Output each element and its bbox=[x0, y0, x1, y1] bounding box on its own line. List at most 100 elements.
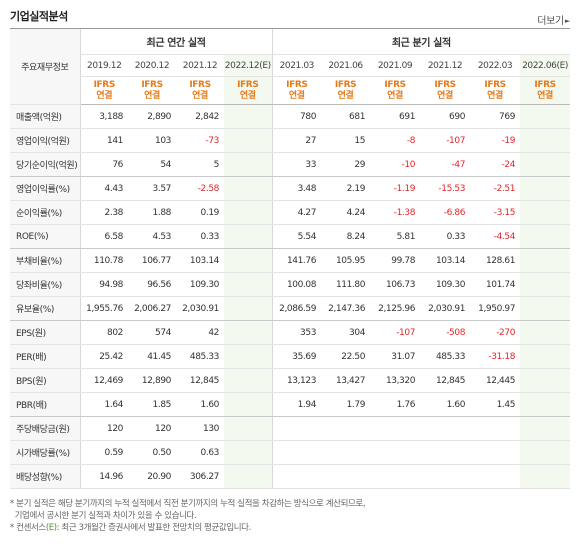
table-cell bbox=[224, 440, 273, 465]
table-cell: 306.27 bbox=[176, 464, 224, 489]
table-cell: -3.15 bbox=[470, 200, 521, 225]
accounting-standard: IFRS 연결 bbox=[370, 76, 421, 105]
standard-bottom: 연결 bbox=[437, 90, 453, 101]
table-cell bbox=[224, 320, 273, 345]
table-cell: 304 bbox=[321, 320, 371, 345]
table-cell: 106.77 bbox=[128, 248, 176, 273]
table-cell: -4.54 bbox=[470, 224, 521, 249]
table-cell: 14.96 bbox=[79, 464, 128, 489]
table-cell: -15.53 bbox=[420, 176, 471, 201]
table-cell: 101.74 bbox=[470, 272, 521, 297]
table-cell: 0.50 bbox=[128, 440, 176, 465]
row-label: 시가배당률(%) bbox=[10, 440, 80, 465]
table-cell: 110.78 bbox=[79, 248, 128, 273]
table-cell: -2.58 bbox=[176, 176, 224, 201]
table-cell: 29 bbox=[321, 152, 371, 177]
accounting-standard: IFRS 연결 bbox=[128, 76, 176, 105]
table-cell bbox=[271, 440, 322, 465]
table-cell: 105.95 bbox=[321, 248, 371, 273]
row-label: 부채비율(%) bbox=[10, 248, 80, 273]
table-cell: 106.73 bbox=[370, 272, 421, 297]
table-cell: 2,030.91 bbox=[420, 296, 471, 321]
period-header: 2022.12(E) bbox=[224, 54, 273, 77]
section-title: 기업실적분석 bbox=[10, 10, 68, 23]
period-header: 2021.12 bbox=[176, 54, 224, 77]
table-cell: 353 bbox=[271, 320, 322, 345]
standard-top: IFRS bbox=[384, 79, 406, 90]
table-cell bbox=[224, 464, 273, 489]
table-cell bbox=[520, 344, 571, 369]
table-cell: 99.78 bbox=[370, 248, 421, 273]
standard-bottom: 연결 bbox=[239, 90, 256, 101]
table-cell: -107 bbox=[420, 128, 471, 153]
accounting-standard: IFRS 연결 bbox=[224, 76, 273, 105]
table-cell bbox=[271, 416, 322, 441]
table-cell: 681 bbox=[321, 104, 371, 129]
table-cell: 94.98 bbox=[79, 272, 128, 297]
table-cell: -1.19 bbox=[370, 176, 421, 201]
standard-bottom: 연결 bbox=[387, 90, 403, 101]
standard-top: IFRS bbox=[334, 79, 357, 90]
quarterly-group-header: 최근 분기 실적 bbox=[271, 28, 571, 55]
table-cell: 3,188 bbox=[79, 104, 128, 129]
table-cell bbox=[224, 128, 273, 153]
table-cell: 2,147.36 bbox=[321, 296, 371, 321]
footnote-2: * 컨센서스(E): 최근 3개월간 증권사에서 발표한 전망치의 평균값입니다… bbox=[10, 523, 251, 533]
table-cell: 1.64 bbox=[79, 392, 128, 417]
table-cell bbox=[520, 320, 571, 345]
standard-top: IFRS bbox=[189, 79, 211, 90]
table-cell: 5 bbox=[176, 152, 224, 177]
period-header: 2021.06 bbox=[321, 54, 371, 77]
more-link[interactable]: 더보기► bbox=[537, 12, 570, 27]
table-cell bbox=[520, 464, 571, 489]
table-cell bbox=[224, 416, 273, 441]
period-header: 2020.12 bbox=[128, 54, 176, 77]
table-cell: 109.30 bbox=[420, 272, 471, 297]
standard-bottom: 연결 bbox=[537, 90, 553, 101]
row-label: 영업이익(억원) bbox=[10, 128, 80, 153]
table-row: 영업이익(억원) 141 103 -73 27 15 -8 -107 -19 bbox=[10, 128, 571, 153]
accounting-standard: IFRS 연결 bbox=[176, 76, 224, 105]
table-cell: 128.61 bbox=[470, 248, 521, 273]
table-cell bbox=[224, 176, 273, 201]
row-label: 당기순이익(억원) bbox=[10, 152, 80, 177]
accounting-standard: IFRS 연결 bbox=[79, 76, 128, 105]
table-cell bbox=[520, 440, 571, 465]
table-cell: -10 bbox=[370, 152, 421, 177]
period-header: 2019.12 bbox=[79, 54, 128, 77]
table-cell: -73 bbox=[176, 128, 224, 153]
standard-bottom: 연결 bbox=[288, 90, 305, 101]
row-label: 순이익률(%) bbox=[10, 200, 80, 225]
table-cell bbox=[224, 344, 273, 369]
table-cell: 8.24 bbox=[321, 224, 371, 249]
standard-bottom: 연결 bbox=[96, 90, 113, 101]
table-cell: -6.86 bbox=[420, 200, 471, 225]
table-cell bbox=[520, 152, 571, 177]
row-label: 당좌비율(%) bbox=[10, 272, 80, 297]
table-cell: 0.19 bbox=[176, 200, 224, 225]
table-row: 시가배당률(%) 0.59 0.50 0.63 bbox=[10, 440, 571, 465]
accounting-standard: IFRS 연결 bbox=[520, 76, 571, 105]
table-cell: 1,955.76 bbox=[79, 296, 128, 321]
table-cell bbox=[370, 440, 421, 465]
table-cell bbox=[470, 416, 521, 441]
table-cell: -24 bbox=[470, 152, 521, 177]
table-cell: 22.50 bbox=[321, 344, 371, 369]
table-cell: -19 bbox=[470, 128, 521, 153]
table-cell: 3.57 bbox=[128, 176, 176, 201]
table-cell: 12,445 bbox=[470, 368, 521, 393]
table-cell: 25.42 bbox=[79, 344, 128, 369]
annual-group-header: 최근 연간 실적 bbox=[79, 28, 273, 55]
table-cell bbox=[420, 464, 471, 489]
table-cell: 35.69 bbox=[271, 344, 322, 369]
table-cell bbox=[321, 464, 371, 489]
table-cell bbox=[520, 296, 571, 321]
table-cell: 15 bbox=[321, 128, 371, 153]
table-cell: 12,469 bbox=[79, 368, 128, 393]
table-cell: 6.58 bbox=[79, 224, 128, 249]
standard-top: IFRS bbox=[93, 79, 116, 90]
table-cell bbox=[420, 416, 471, 441]
table-cell: 3.48 bbox=[271, 176, 322, 201]
table-cell: 1.94 bbox=[271, 392, 322, 417]
